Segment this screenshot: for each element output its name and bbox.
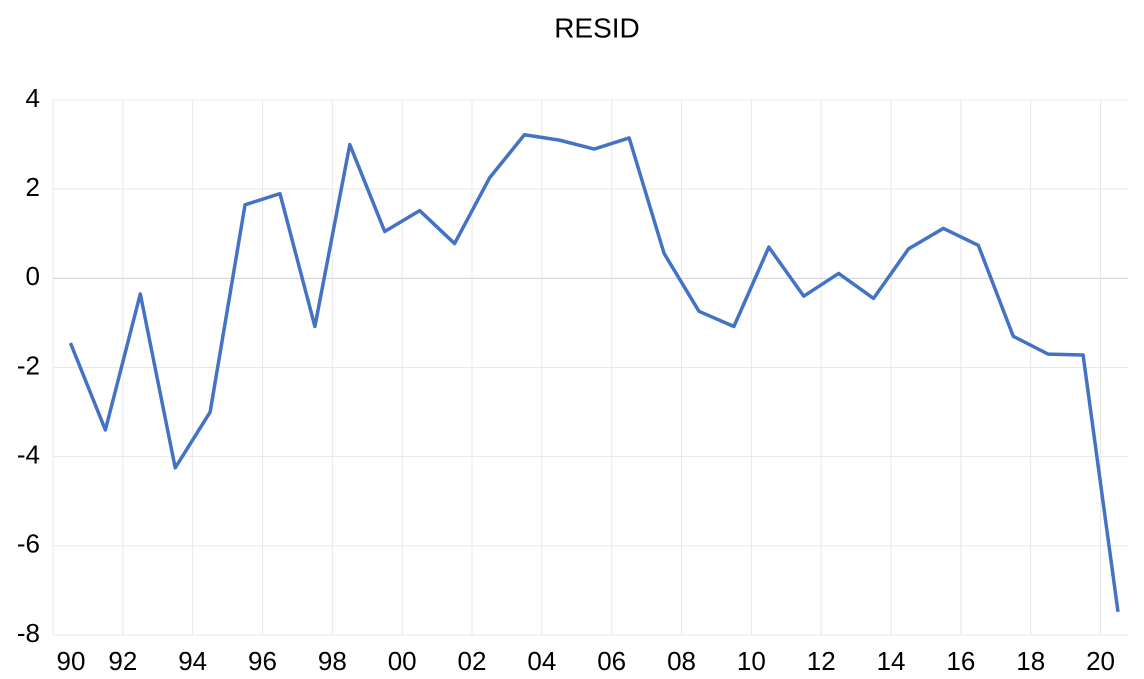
x-tick-label: 98: [318, 646, 347, 676]
x-tick-label: 20: [1086, 646, 1115, 676]
x-tick-label: 92: [108, 646, 137, 676]
x-tick-label: 10: [737, 646, 766, 676]
y-tick-label: 2: [26, 172, 40, 202]
x-tick-label: 02: [458, 646, 487, 676]
y-tick-label: -6: [17, 529, 40, 559]
chart-title: RESID: [554, 12, 640, 43]
y-tick-label: -8: [17, 618, 40, 648]
x-tick-label: 12: [807, 646, 836, 676]
x-tick-label: 90: [57, 646, 86, 676]
x-tick-label: 18: [1016, 646, 1045, 676]
x-tick-label: 94: [178, 646, 207, 676]
x-tick-label: 16: [946, 646, 975, 676]
line-series: [68, 133, 1120, 613]
y-tick-label: 4: [26, 83, 40, 113]
y-tick-label: -4: [17, 440, 40, 470]
x-tick-label: 06: [597, 646, 626, 676]
y-tick-label: -2: [17, 350, 40, 380]
x-tick-label: 00: [388, 646, 417, 676]
y-tick-label: 0: [26, 261, 40, 291]
x-tick-label: 96: [248, 646, 277, 676]
x-tick-label: 04: [527, 646, 556, 676]
x-tick-label: 08: [667, 646, 696, 676]
x-tick-label: 14: [877, 646, 906, 676]
